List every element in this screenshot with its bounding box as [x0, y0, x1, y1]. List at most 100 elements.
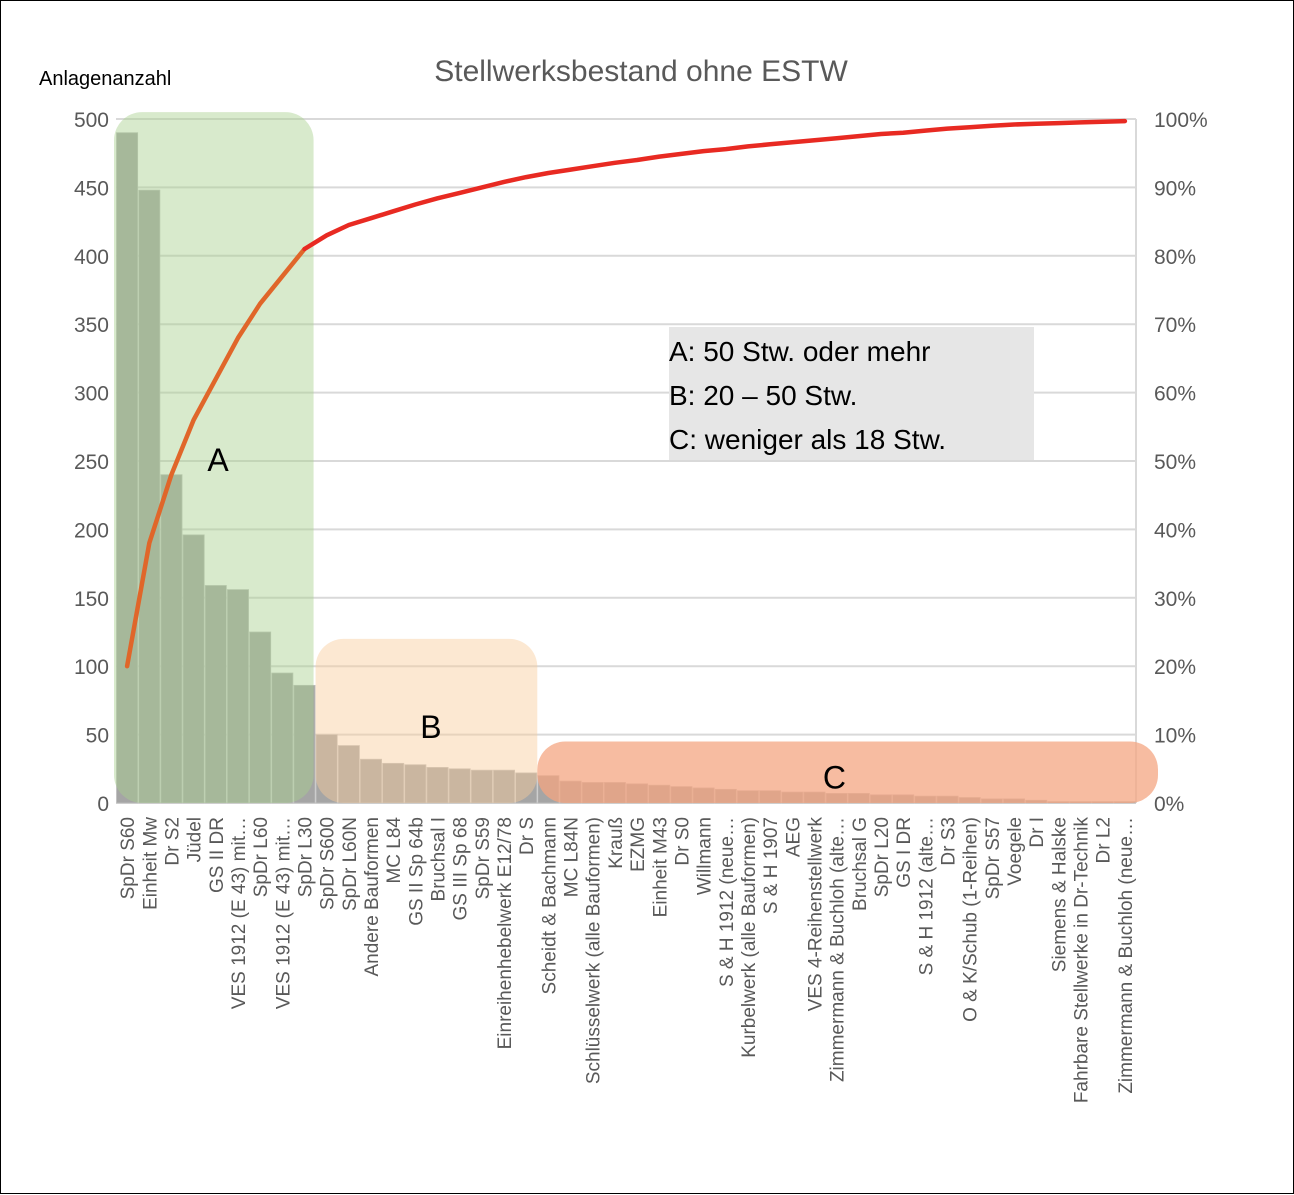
- chart-title: Stellwerksbestand ohne ESTW: [434, 55, 848, 88]
- y2-tick-label: 50%: [1154, 451, 1196, 474]
- bar: [226, 589, 249, 804]
- category-label: Dr L2: [1094, 817, 1115, 863]
- bar: [493, 769, 516, 804]
- bar: [337, 745, 360, 804]
- category-label: Schlüsselwerk (alle Bauformen): [584, 817, 605, 1084]
- y-tick-label: 250: [74, 451, 109, 474]
- category-label: SpDr S57: [983, 817, 1004, 899]
- category-label: Einheit Mw: [140, 817, 161, 910]
- category-label: Bruchsal G: [850, 817, 871, 911]
- legend-line: A: 50 Stw. oder mehr: [669, 336, 930, 367]
- y-tick-label: 50: [86, 725, 109, 748]
- bar: [448, 768, 471, 804]
- zone-label-a: A: [207, 442, 229, 478]
- category-label: GS II DR: [207, 817, 228, 893]
- category-label: VES 1912 (E 43) mit…: [229, 817, 250, 1009]
- y2-tick-label: 60%: [1154, 383, 1196, 406]
- category-label: Krauß: [606, 817, 627, 869]
- category-label: EZMG: [628, 817, 649, 872]
- y-tick-label: 100: [74, 656, 109, 679]
- zone-label-b: B: [420, 709, 441, 745]
- category-label: SpDr L60: [251, 817, 272, 897]
- category-label: AEG: [783, 817, 804, 857]
- y-tick-label: 450: [74, 177, 109, 200]
- category-label: GS II Sp 64b: [406, 817, 427, 926]
- category-label: Dr I: [1027, 817, 1048, 848]
- bar: [404, 764, 427, 804]
- y2-tick-label: 100%: [1154, 109, 1208, 132]
- category-label: MC L84: [384, 817, 405, 884]
- category-label: SpDr L60N: [340, 817, 361, 911]
- y-axis-label: Anlagenanzahl: [39, 68, 171, 90]
- category-label: Dr S3: [939, 817, 960, 866]
- category-label: O & K/Schub (1-Reihen): [961, 817, 982, 1022]
- category-label: SpDr L30: [296, 817, 317, 897]
- cumulative-line: [124, 118, 1128, 669]
- category-label: Siemens & Halske: [1049, 817, 1070, 972]
- zones: A B C: [114, 112, 1158, 803]
- y2-tick-label: 90%: [1154, 177, 1196, 200]
- bar: [360, 758, 382, 804]
- category-label: SpDr S59: [473, 817, 494, 899]
- category-label: GS III Sp 68: [451, 817, 472, 921]
- zone-b: [315, 638, 538, 803]
- category-label: Fahrbare Stellwerke in Dr-Technik: [1072, 817, 1093, 1104]
- y2-tick-label: 0%: [1154, 793, 1184, 816]
- y2-tick-label: 70%: [1154, 314, 1196, 337]
- bar: [138, 189, 161, 804]
- y2-tick-label: 40%: [1154, 519, 1196, 542]
- category-label: Dr S: [517, 817, 538, 855]
- bar: [293, 684, 316, 804]
- category-label: Dr S2: [162, 817, 183, 866]
- bar: [271, 672, 294, 804]
- category-label: Zimmermann & Buchloh (neue…: [1116, 817, 1137, 1094]
- category-label: SpDr S60: [118, 817, 139, 899]
- y-tick-label: 400: [74, 246, 109, 269]
- bar: [249, 631, 272, 804]
- category-label: Bruchsal I: [429, 817, 450, 901]
- cumulative-line-zone-a: [124, 246, 307, 669]
- y-tick-label: 350: [74, 314, 109, 337]
- bar: [315, 734, 338, 804]
- category-label: SpDr L20: [872, 817, 893, 897]
- bar: [515, 772, 538, 804]
- y-tick-label: 0: [97, 793, 109, 816]
- category-label: Jüdel: [185, 817, 206, 862]
- category-label: SpDr S600: [318, 817, 339, 910]
- zone-c: [537, 741, 1158, 803]
- category-label: S & H 1912 (alte…: [916, 817, 937, 975]
- category-label: Einheit M43: [650, 817, 671, 917]
- category-label: MC L84N: [562, 817, 583, 897]
- category-label: Willmann: [695, 817, 716, 895]
- legend-line: C: weniger als 18 Stw.: [669, 424, 946, 455]
- category-label: VES 4-Reihenstellwerk: [806, 817, 827, 1012]
- bar: [204, 585, 227, 804]
- y-tick-label: 200: [74, 519, 109, 542]
- bar: [470, 769, 493, 804]
- y-tick-label: 300: [74, 383, 109, 406]
- legend-background: [669, 327, 1034, 460]
- y2-tick-label: 10%: [1154, 725, 1196, 748]
- y2-tick-label: 30%: [1154, 588, 1196, 611]
- category-label: S & H 1912 (neue…: [717, 817, 738, 987]
- category-label: Voegele: [1005, 817, 1026, 886]
- cumulative-line-rest: [302, 118, 1128, 252]
- category-label: Einreihenhebelwerk E12/78: [495, 817, 516, 1049]
- category-label: GS I DR: [894, 817, 915, 888]
- category-label: VES 1912 (E 43) mit…: [273, 817, 294, 1009]
- category-labels: SpDr S60 Einheit Mw Dr S2 Jüdel GS II DR VES …: [118, 817, 1137, 1104]
- category-label: S & H 1907: [761, 817, 782, 914]
- category-label: Scheidt & Bachmann: [539, 817, 560, 994]
- y-tick-label: 500: [74, 109, 109, 132]
- legend-box: A: 50 Stw. oder mehr B: 20 – 50 Stw. C: we…: [669, 327, 1034, 460]
- category-label: Zimmermann & Buchloh (alte…: [828, 817, 849, 1082]
- zone-label-c: C: [823, 759, 846, 795]
- bar: [426, 767, 449, 804]
- zone-a: [114, 112, 314, 803]
- y2-tick-label: 80%: [1154, 246, 1196, 269]
- bar: [182, 534, 205, 804]
- secondary-axis-ticks: 0% 10% 20% 30% 40% 50% 60% 70% 80% 90% 100%: [1154, 109, 1208, 816]
- bar: [382, 762, 405, 804]
